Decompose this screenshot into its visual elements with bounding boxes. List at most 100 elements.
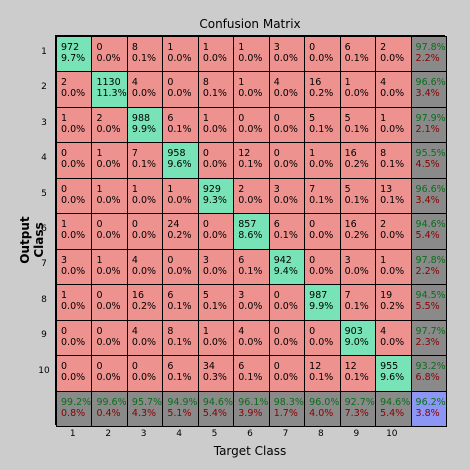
cell-count: 6 bbox=[238, 254, 245, 266]
cell-percent: 0.2% bbox=[309, 88, 334, 100]
matrix-cell: 6 0.1% bbox=[162, 355, 199, 392]
matrix-cell: 13 0.1% bbox=[375, 177, 412, 215]
matrix-cell: 34 0.3% bbox=[197, 355, 235, 392]
cell-percent: 0.0% bbox=[61, 336, 86, 348]
matrix-cell-diagonal: 972 9.7% bbox=[56, 36, 93, 73]
matrix-cell: 0 0.0% bbox=[91, 36, 128, 73]
row-summary-cell: 96.6% 3.4% bbox=[410, 177, 447, 215]
cell-percent: 9.3% bbox=[202, 194, 227, 206]
matrix-cell: 4 0.0% bbox=[233, 319, 270, 357]
cell-percent: 2.3% bbox=[415, 336, 440, 348]
cell-percent: 4.0% bbox=[309, 407, 334, 419]
cell-count: 0 bbox=[238, 112, 245, 124]
cell-count: 16 bbox=[309, 77, 322, 89]
cell-percent: 5.5% bbox=[415, 301, 440, 313]
column-summary-cell: 96.1% 3.9% bbox=[233, 390, 270, 427]
matrix-cell: 6 0.1% bbox=[268, 213, 306, 250]
matrix-cell: 0 0.0% bbox=[304, 248, 341, 286]
column-summary-cell: 94.6% 5.4% bbox=[375, 390, 412, 427]
x-axis-label: Target Class bbox=[213, 444, 287, 458]
cell-count: 3 bbox=[61, 254, 68, 266]
cell-count: 8 bbox=[167, 325, 174, 337]
cell-count: 7 bbox=[344, 290, 351, 302]
cell-percent: 0.3% bbox=[202, 372, 227, 384]
cell-percent: 0.1% bbox=[202, 301, 227, 313]
y-tick-label: 5 bbox=[41, 188, 47, 199]
matrix-cell: 5 0.1% bbox=[197, 284, 235, 321]
cell-count: 2 bbox=[380, 219, 387, 231]
cell-count: 1 bbox=[202, 42, 209, 53]
x-tick-label: 9 bbox=[353, 429, 360, 439]
cell-count: 6 bbox=[344, 42, 351, 53]
matrix-cell: 0 0.0% bbox=[56, 177, 93, 215]
matrix-cell: 0 0.0% bbox=[162, 71, 199, 108]
cell-count: 0 bbox=[167, 254, 174, 266]
cell-count: 96.6% bbox=[415, 77, 446, 89]
matrix-cell: 3 0.0% bbox=[233, 284, 270, 321]
cell-count: 857 bbox=[238, 219, 257, 231]
cell-percent: 0.0% bbox=[96, 265, 121, 277]
matrix-cell: 0 0.0% bbox=[162, 248, 199, 286]
cell-count: 0 bbox=[202, 148, 209, 160]
cell-percent: 0.1% bbox=[344, 53, 369, 64]
cell-percent: 0.0% bbox=[96, 194, 121, 206]
cell-count: 7 bbox=[309, 183, 316, 195]
cell-percent: 0.0% bbox=[61, 88, 86, 100]
cell-count: 94.9% bbox=[167, 396, 198, 408]
matrix-cell: 4 0.0% bbox=[268, 71, 306, 108]
cell-count: 96.0% bbox=[309, 396, 340, 408]
cell-count: 95.7% bbox=[131, 396, 163, 408]
x-tick-label: 4 bbox=[176, 429, 182, 439]
cell-count: 0 bbox=[167, 77, 174, 89]
matrix-cell: 0 0.0% bbox=[126, 213, 164, 250]
cell-percent: 0.1% bbox=[380, 194, 405, 206]
matrix-cell-diagonal: 955 9.6% bbox=[375, 355, 412, 392]
cell-percent: 0.1% bbox=[380, 159, 405, 171]
cell-count: 0 bbox=[273, 361, 280, 373]
cell-percent: 0.0% bbox=[202, 230, 227, 242]
cell-count: 2 bbox=[61, 77, 68, 89]
cell-count: 5 bbox=[344, 112, 351, 124]
cell-count: 94.5% bbox=[415, 290, 446, 302]
matrix-cell: 0 0.0% bbox=[126, 355, 164, 392]
cell-count: 4 bbox=[380, 325, 387, 337]
cell-count: 6 bbox=[238, 361, 245, 373]
x-tick-label: 7 bbox=[282, 429, 289, 439]
cell-percent: 3.4% bbox=[415, 88, 440, 100]
cell-count: 6 bbox=[273, 219, 280, 231]
matrix-grid: 972 9.7% 0 0.0% 8 0.1% 1 0.0% 1 0.0% 1 0.0% 3 0.0% 0 0.… bbox=[55, 35, 447, 427]
matrix-cell: 0 0.0% bbox=[268, 355, 306, 392]
matrix-cell: 2 0.0% bbox=[375, 213, 412, 250]
matrix-cell: 4 0.0% bbox=[126, 71, 164, 108]
x-tick-label: 10 bbox=[386, 429, 398, 439]
cell-count: 12 bbox=[238, 148, 251, 160]
cell-percent: 0.1% bbox=[309, 123, 334, 135]
cell-percent: 5.1% bbox=[167, 407, 192, 419]
cell-percent: 0.0% bbox=[202, 265, 227, 277]
cell-percent: 0.0% bbox=[61, 265, 86, 277]
matrix-cell: 1 0.0% bbox=[126, 177, 164, 215]
cell-percent: 0.2% bbox=[167, 230, 192, 242]
cell-count: 1 bbox=[96, 254, 103, 266]
cell-count: 0 bbox=[131, 361, 138, 373]
cell-percent: 0.0% bbox=[61, 230, 86, 242]
cell-percent: 5.4% bbox=[415, 230, 440, 242]
row-summary-cell: 95.5% 4.5% bbox=[410, 142, 447, 179]
cell-count: 3 bbox=[273, 183, 280, 195]
cell-percent: 0.0% bbox=[344, 88, 369, 100]
cell-count: 1 bbox=[61, 112, 68, 124]
matrix-cell: 1 0.0% bbox=[56, 213, 93, 250]
cell-count: 0 bbox=[96, 290, 103, 302]
cell-count: 1 bbox=[202, 112, 209, 124]
cell-percent: 0.0% bbox=[131, 88, 157, 100]
cell-percent: 0.0% bbox=[131, 265, 157, 277]
cell-percent: 0.0% bbox=[238, 194, 263, 206]
cell-count: 6 bbox=[167, 290, 174, 302]
matrix-cell: 3 0.0% bbox=[339, 248, 377, 286]
cell-percent: 0.2% bbox=[380, 301, 405, 313]
cell-percent: 0.0% bbox=[96, 372, 121, 384]
cell-count: 955 bbox=[380, 361, 399, 373]
cell-percent: 0.0% bbox=[380, 336, 405, 348]
matrix-cell: 0 0.0% bbox=[91, 319, 128, 357]
cell-count: 0 bbox=[61, 148, 68, 160]
